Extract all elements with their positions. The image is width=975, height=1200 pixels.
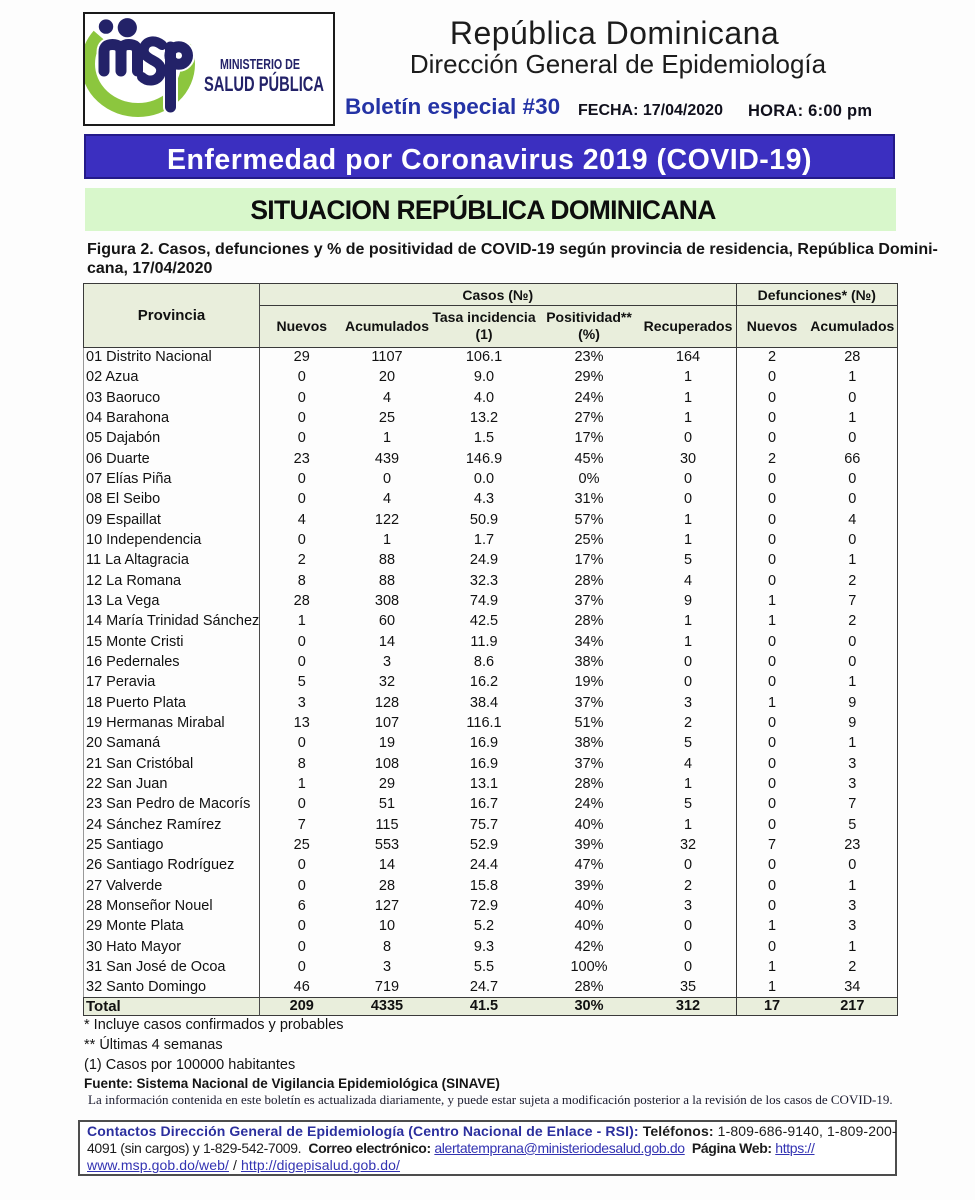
svg-text:SALUD PÚBLICA: SALUD PÚBLICA	[204, 72, 324, 96]
svg-text:MINISTERIO DE: MINISTERIO DE	[220, 57, 300, 73]
